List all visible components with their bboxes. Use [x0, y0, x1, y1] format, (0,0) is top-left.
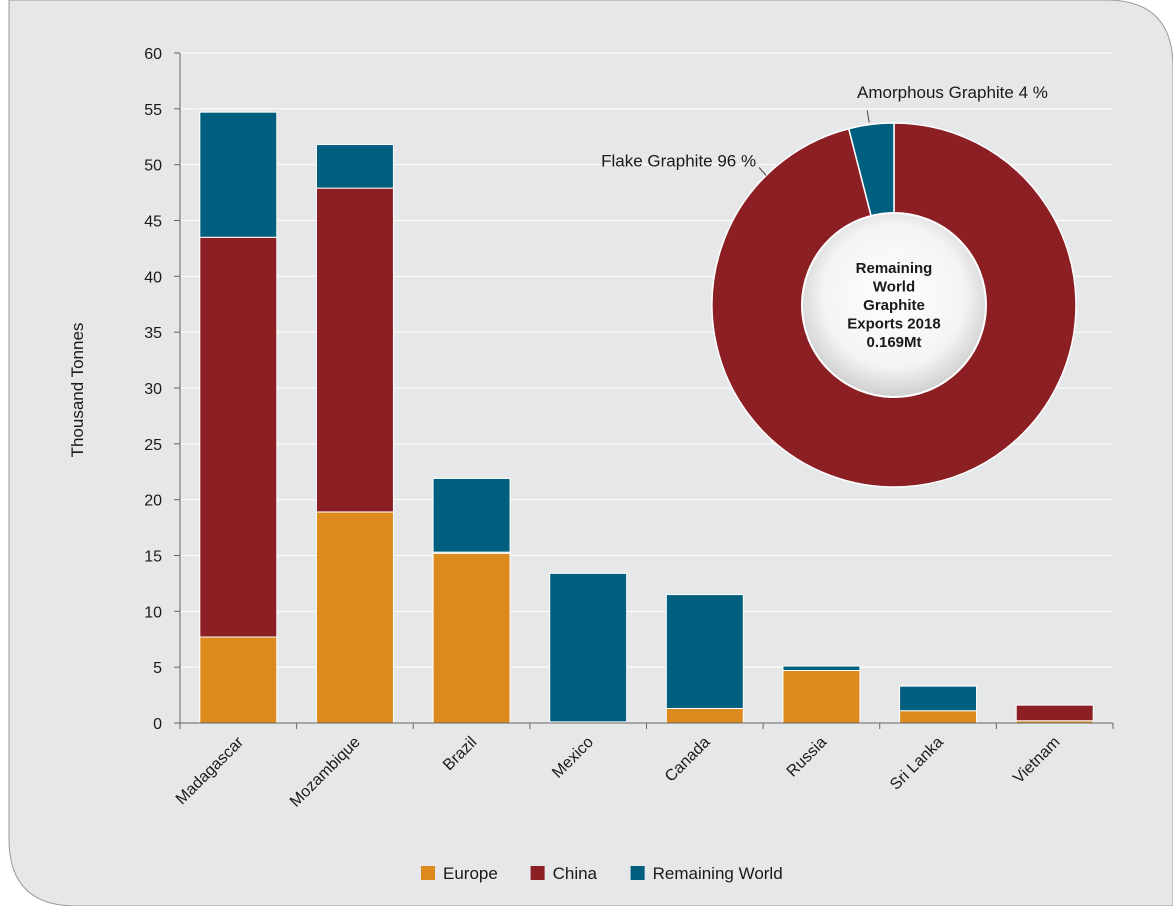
legend: Europe China Remaining World — [421, 864, 783, 883]
donut-center-line: Remaining — [856, 260, 933, 277]
y-tick-label: 45 — [144, 214, 162, 231]
bar-segment-china — [1015, 704, 1094, 722]
bar-segment-remaining-world — [199, 111, 278, 238]
y-tick-label: 15 — [144, 549, 162, 566]
donut-center-line: Graphite — [863, 297, 925, 314]
bar-segment-europe — [315, 511, 394, 724]
y-tick-label: 25 — [144, 437, 162, 454]
axes-layer — [174, 52, 1114, 729]
donut-center-line: World — [873, 279, 915, 296]
slice-label-amorphous: Amorphous Graphite 4 % — [857, 83, 1048, 102]
donut-center-line: 0.169Mt — [866, 334, 921, 351]
bar-segment-remaining-world — [315, 144, 394, 189]
bar-segment-europe — [782, 670, 861, 724]
legend-swatch-europe — [421, 866, 435, 880]
legend-swatch-remaining-world — [630, 866, 645, 880]
bar-segment-china — [199, 236, 278, 638]
y-axis-label: Thousand Tonnes — [68, 323, 87, 458]
y-tick-label: 5 — [153, 660, 162, 677]
legend-label: China — [553, 864, 598, 883]
y-tick-label: 60 — [144, 46, 162, 63]
bar-segment-europe — [432, 552, 511, 724]
bar-layer — [199, 111, 1094, 724]
y-tick-label: 40 — [144, 269, 162, 286]
bar-segment-europe — [665, 707, 744, 724]
legend-swatch-china — [530, 866, 545, 880]
bar-segment-remaining-world — [899, 685, 978, 712]
annotation-leader — [758, 167, 767, 176]
bar-segment-remaining-world — [549, 572, 628, 723]
y-tick-label: 0 — [153, 716, 162, 733]
y-tick-label: 50 — [144, 158, 162, 175]
y-tick-label: 55 — [144, 102, 162, 119]
donut-annotations: Flake Graphite 96 % Amorphous Graphite 4 … — [601, 83, 1048, 176]
bar-segment-china — [315, 187, 394, 513]
donut-center-line: Exports 2018 — [847, 316, 940, 333]
y-tick-label: 20 — [144, 493, 162, 510]
bar-segment-remaining-world — [432, 477, 511, 553]
bar-segment-europe — [199, 636, 278, 724]
donut-chart — [711, 122, 1077, 488]
slice-label-flake: Flake Graphite 96 % — [601, 152, 756, 171]
bar-segment-europe — [899, 710, 978, 724]
donut-center-disc — [801, 212, 987, 398]
annotation-leader — [866, 110, 870, 123]
bar-segment-remaining-world — [665, 594, 744, 709]
y-tick-label: 35 — [144, 325, 162, 342]
y-tick-labels: 0 5 10 15 20 25 30 35 40 45 50 55 60 — [144, 46, 162, 733]
legend-label: Remaining World — [653, 864, 783, 883]
legend-label: Europe — [443, 864, 498, 883]
y-tick-label: 30 — [144, 381, 162, 398]
y-tick-label: 10 — [144, 604, 162, 621]
bar-segment-remaining-world — [782, 665, 861, 672]
